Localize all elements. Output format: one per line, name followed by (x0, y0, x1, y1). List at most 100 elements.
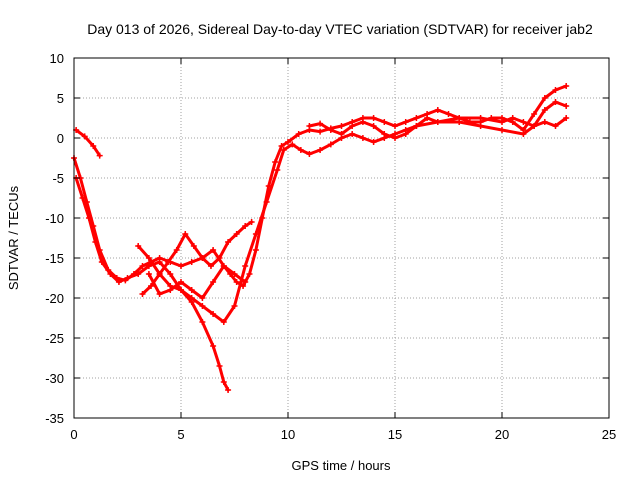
data-point-marker (499, 119, 505, 125)
data-point-marker (216, 255, 223, 261)
data-point-marker (552, 87, 559, 93)
gridlines (74, 58, 609, 418)
series-s1 (74, 128, 102, 158)
data-point-marker (327, 141, 334, 148)
data-point-marker (434, 119, 441, 125)
data-point-marker (413, 123, 420, 129)
data-point-marker (165, 259, 172, 265)
data-point-marker (306, 123, 313, 129)
data-point-marker (156, 271, 163, 277)
data-point-marker (295, 131, 302, 137)
y-axis-label: SDTVAR / TECUs (6, 185, 21, 290)
data-point-marker (167, 271, 174, 277)
data-point-marker (509, 115, 516, 121)
data-point-marker (445, 111, 452, 117)
data-point-marker (188, 259, 195, 265)
series-s6 (147, 264, 247, 300)
data-point-marker (139, 263, 146, 269)
data-point-marker (98, 259, 105, 265)
data-point-marker (359, 135, 366, 141)
data-point-marker (274, 167, 281, 173)
data-point-marker (210, 311, 217, 317)
data-point-marker (242, 279, 249, 285)
data-point-marker (541, 119, 548, 125)
data-point-marker (231, 271, 238, 277)
data-point-marker (148, 283, 155, 289)
y-tick-label: -35 (45, 411, 64, 426)
data-point-marker (92, 239, 99, 245)
data-point-marker (178, 287, 184, 293)
x-axis-label: GPS time / hours (292, 458, 391, 473)
data-point-marker (272, 159, 279, 165)
data-point-marker (531, 111, 538, 117)
data-point-marker (252, 231, 259, 237)
data-point-marker (145, 271, 152, 277)
data-point-marker (338, 131, 345, 137)
data-point-marker (135, 243, 142, 249)
data-point-marker (317, 147, 324, 153)
data-point-marker (173, 247, 180, 253)
data-point-marker (246, 271, 253, 277)
x-tick-label: 5 (177, 427, 184, 442)
data-point-marker (167, 287, 174, 293)
data-point-marker (531, 123, 538, 129)
data-point-marker (424, 115, 431, 121)
data-point-marker (220, 319, 227, 325)
data-point-marker (135, 271, 142, 277)
data-point-marker (317, 120, 324, 127)
x-tick-label: 20 (495, 427, 509, 442)
y-tick-label: -20 (45, 291, 64, 306)
data-point-marker (190, 243, 197, 249)
data-point-marker (199, 319, 206, 325)
data-point-marker (552, 99, 559, 105)
data-point-marker (248, 219, 255, 225)
data-point-marker (199, 255, 206, 261)
y-tick-label: 10 (50, 51, 64, 66)
data-point-marker (231, 303, 238, 309)
data-point-marker (477, 115, 484, 121)
data-point-marker (233, 231, 240, 237)
x-tick-label: 25 (602, 427, 616, 442)
data-point-marker (220, 379, 227, 385)
data-point-marker (520, 131, 527, 137)
plot-frame (73, 57, 610, 419)
y-tick-label: 0 (57, 131, 64, 146)
data-point-marker (199, 303, 206, 309)
data-point-marker (434, 107, 441, 113)
data-point-marker (370, 115, 377, 121)
data-point-marker (327, 127, 334, 133)
data-point-marker (402, 119, 409, 125)
data-point-marker (233, 279, 240, 285)
data-point-marker (338, 123, 345, 129)
data-point-marker (359, 119, 366, 125)
data-point-marker (306, 151, 313, 157)
data-point-marker (115, 279, 122, 285)
data-point-marker (199, 295, 206, 301)
data-point-marker (156, 291, 163, 297)
data-point-marker (252, 247, 259, 253)
y-tick-label: -30 (45, 371, 64, 386)
data-point-marker (79, 195, 86, 201)
y-tick-label: -25 (45, 331, 64, 346)
y-tick-label: -15 (45, 251, 64, 266)
data-point-marker (349, 131, 356, 137)
data-point-marker (188, 287, 195, 293)
data-point-marker (349, 123, 356, 129)
data-point-marker (499, 127, 505, 133)
x-tick-label: 15 (388, 427, 402, 442)
data-point-marker (381, 119, 388, 125)
data-point-marker (178, 263, 184, 269)
data-point-marker (370, 139, 377, 145)
data-point-marker (456, 115, 463, 121)
data-point-marker (297, 147, 304, 153)
series-s7 (307, 100, 568, 140)
data-point-marker (317, 128, 324, 135)
data-point-marker (242, 263, 249, 269)
data-point-marker (563, 115, 570, 121)
data-point-marker (220, 263, 227, 269)
data-point-marker (370, 123, 377, 129)
data-point-marker (392, 135, 398, 141)
data-point-marker (402, 131, 409, 137)
data-point-marker (145, 255, 152, 261)
